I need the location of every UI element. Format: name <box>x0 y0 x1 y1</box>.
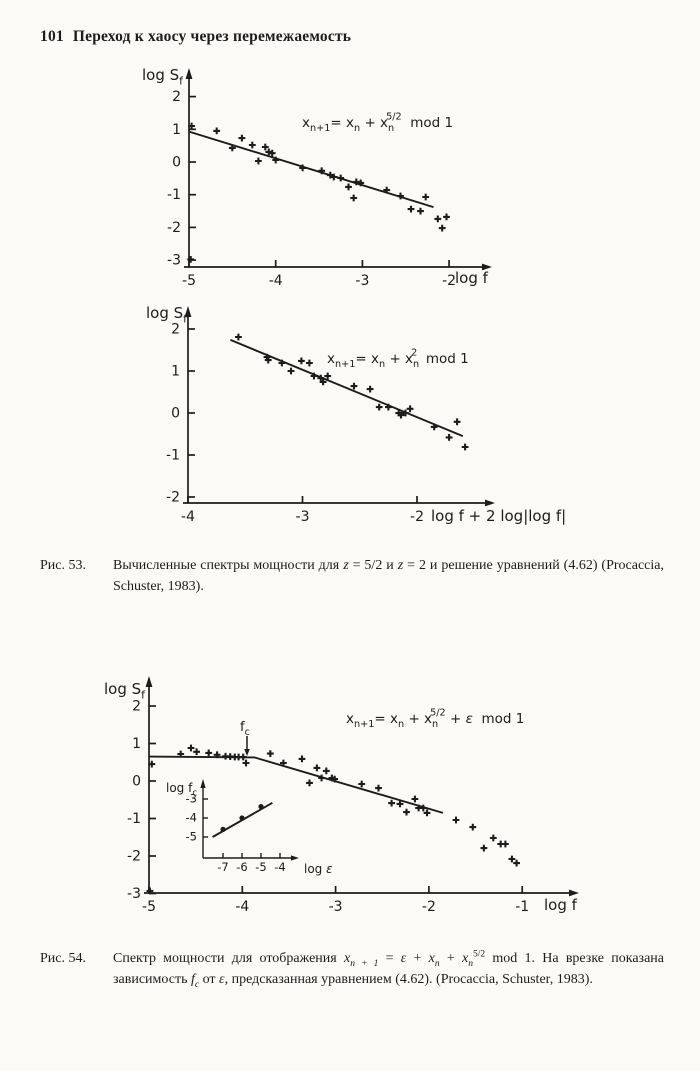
fig53-top-chart-z52-xaxis-arrow-icon <box>482 263 492 271</box>
figure-54-label: Рис. 54. <box>40 951 86 966</box>
fig53-top-chart-z52-equation: xn+1= xn + xn5/2 mod 1 <box>302 112 453 135</box>
fig53-top-chart-z52: -5 -4 -3 -2 2 1 0 -1 -2 -3 log Sf log f xn+1= xn + x… <box>142 66 492 289</box>
fig54-inset-fc-vs-eps-ytick--5: -5 <box>186 830 197 844</box>
fig54-chart-yaxis-arrow-icon <box>145 676 153 687</box>
fig54-chart: -5 -4 -3 -2 -1 2 1 0 -1 -2 -3 log Sf log f xn+1= xn +… <box>104 676 579 915</box>
fig54-chart-ytick-1: 1 <box>132 736 141 752</box>
fig54-chart-fit-line <box>148 755 444 814</box>
fig54-chart-xtick--1: -1 <box>515 899 529 915</box>
fig54-chart-ytick--2: -2 <box>127 849 141 865</box>
fig53-bottom-chart-z2-ylabel: log Sf <box>146 304 187 326</box>
fig54-chart-ytick-2: 2 <box>132 699 141 715</box>
fig54-chart-ytick--1: -1 <box>127 811 141 827</box>
fig53-bottom-chart-z2-ytick-2: 2 <box>171 322 180 338</box>
fig53-bottom-chart-z2-xtick--4: -4 <box>181 509 195 525</box>
fig53-top-chart-z52-xtick--3: -3 <box>355 273 369 289</box>
running-title: Переход к хаосу через перемежаемость <box>72 28 352 45</box>
fig53-bottom-chart-z2: -4 -3 -2 2 1 0 -1 -2 log Sf log f + 2 log|log f| x… <box>146 304 566 525</box>
fig54-chart-ytick-0: 0 <box>132 774 141 790</box>
fig53-bottom-chart-z2-ytick-1: 1 <box>171 364 180 380</box>
fig54-inset-fc-vs-eps-xtick--7: -7 <box>217 860 228 874</box>
fig54-chart-xtick--2: -2 <box>422 899 436 915</box>
fig53-top-chart-z52-xlabel: log f <box>455 269 489 287</box>
fig53-bottom-chart-z2-yaxis-arrow-icon <box>184 306 192 317</box>
fig54-inset-fc-vs-eps-ytick--4: -4 <box>186 811 197 825</box>
fig54-inset-fc-vs-eps-xaxis-arrow-icon <box>291 855 299 861</box>
fig54-chart-ylabel: log Sf <box>104 680 145 702</box>
figure-54-caption: Рис. 54. Спектр мощности для отображения… <box>40 948 664 990</box>
fig54-chart-xtick--4: -4 <box>235 899 249 915</box>
fig54-chart-annotation-label: fc <box>240 720 250 738</box>
fig54-inset-fc-vs-eps: -7 -6 -5 -4 -3 -4 -5 log fc log ε <box>166 779 333 876</box>
figure-53-text: Вычисленные спектры мощности для z = 5/2… <box>113 558 665 594</box>
fig53-top-chart-z52-ytick-0: 0 <box>172 155 181 171</box>
fig53-top-chart-z52-ytick--2: -2 <box>167 220 181 236</box>
fig54-chart-equation: xn+1= xn + xn5/2 + ε mod 1 <box>346 708 524 731</box>
page-header: 101 Переход к хаосу через перемежаемость <box>40 28 351 46</box>
fig54-inset-fc-vs-eps-ytick--3: -3 <box>186 792 197 806</box>
fig53-top-chart-z52-fit-line <box>188 130 434 209</box>
fig53-top-chart-z52-xtick--4: -4 <box>269 273 283 289</box>
figure-54-text: Спектр мощности для отображения xn + 1 =… <box>113 949 664 990</box>
fig53-bottom-chart-z2-equation: xn+1= xn + xn2 mod 1 <box>327 348 469 371</box>
fig53-top-chart-z52-ytick--1: -1 <box>167 187 181 203</box>
figure-53-label: Рис. 53. <box>40 558 86 573</box>
fig54-chart-xtick--3: -3 <box>329 899 343 915</box>
fig53-bottom-chart-z2-xlabel: log f + 2 log|log f| <box>431 507 566 525</box>
fig53-top-chart-z52-xtick--2: -2 <box>442 273 456 289</box>
fig53-top-chart-z52-ylabel: log Sf <box>142 66 183 88</box>
fig53-bottom-chart-z2-fit-line <box>230 339 464 437</box>
fig54-inset-fc-vs-eps-yaxis-arrow-icon <box>200 779 206 788</box>
fig54-chart-xtick--5: -5 <box>142 899 156 915</box>
fig54-inset-fc-vs-eps-xtick--4: -4 <box>274 860 285 874</box>
fig54-chart-xaxis-arrow-icon <box>569 889 579 897</box>
fig54-chart-annotation-arrow-icon <box>244 749 250 756</box>
fig53-bottom-chart-z2-xtick--3: -3 <box>296 509 310 525</box>
fig53-bottom-chart-z2-ytick--2: -2 <box>166 490 180 506</box>
fig54-chart-xlabel: log f <box>544 896 578 914</box>
fig54-inset-fc-vs-eps-ylabel: log fc <box>166 781 197 799</box>
fig53-top-chart-z52-xtick--5: -5 <box>182 273 196 289</box>
fig53-bottom-chart-z2-ytick-0: 0 <box>171 406 180 422</box>
fig54-inset-fc-vs-eps-xtick--6: -6 <box>236 860 247 874</box>
fig53-bottom-chart-z2-ytick--1: -1 <box>166 448 180 464</box>
fig54-inset-fc-vs-eps-xtick--5: -5 <box>255 860 266 874</box>
fig53-top-chart-z52-yaxis-arrow-icon <box>185 68 193 79</box>
fig53-top-chart-z52-ytick-1: 1 <box>172 122 181 138</box>
figure-53-caption: Рис. 53. Вычисленные спектры мощности дл… <box>40 555 664 597</box>
fig53-bottom-chart-z2-xaxis-arrow-icon <box>485 499 495 507</box>
fig54-inset-fc-vs-eps-xlabel: log ε <box>304 862 333 876</box>
page-number: 101 <box>40 28 64 45</box>
fig54-chart-ytick--3: -3 <box>127 886 141 902</box>
fig53-bottom-chart-z2-xtick--2: -2 <box>410 509 424 525</box>
fig53-top-chart-z52-ytick--3: -3 <box>167 253 181 269</box>
fig53-top-chart-z52-ytick-2: 2 <box>172 89 181 105</box>
